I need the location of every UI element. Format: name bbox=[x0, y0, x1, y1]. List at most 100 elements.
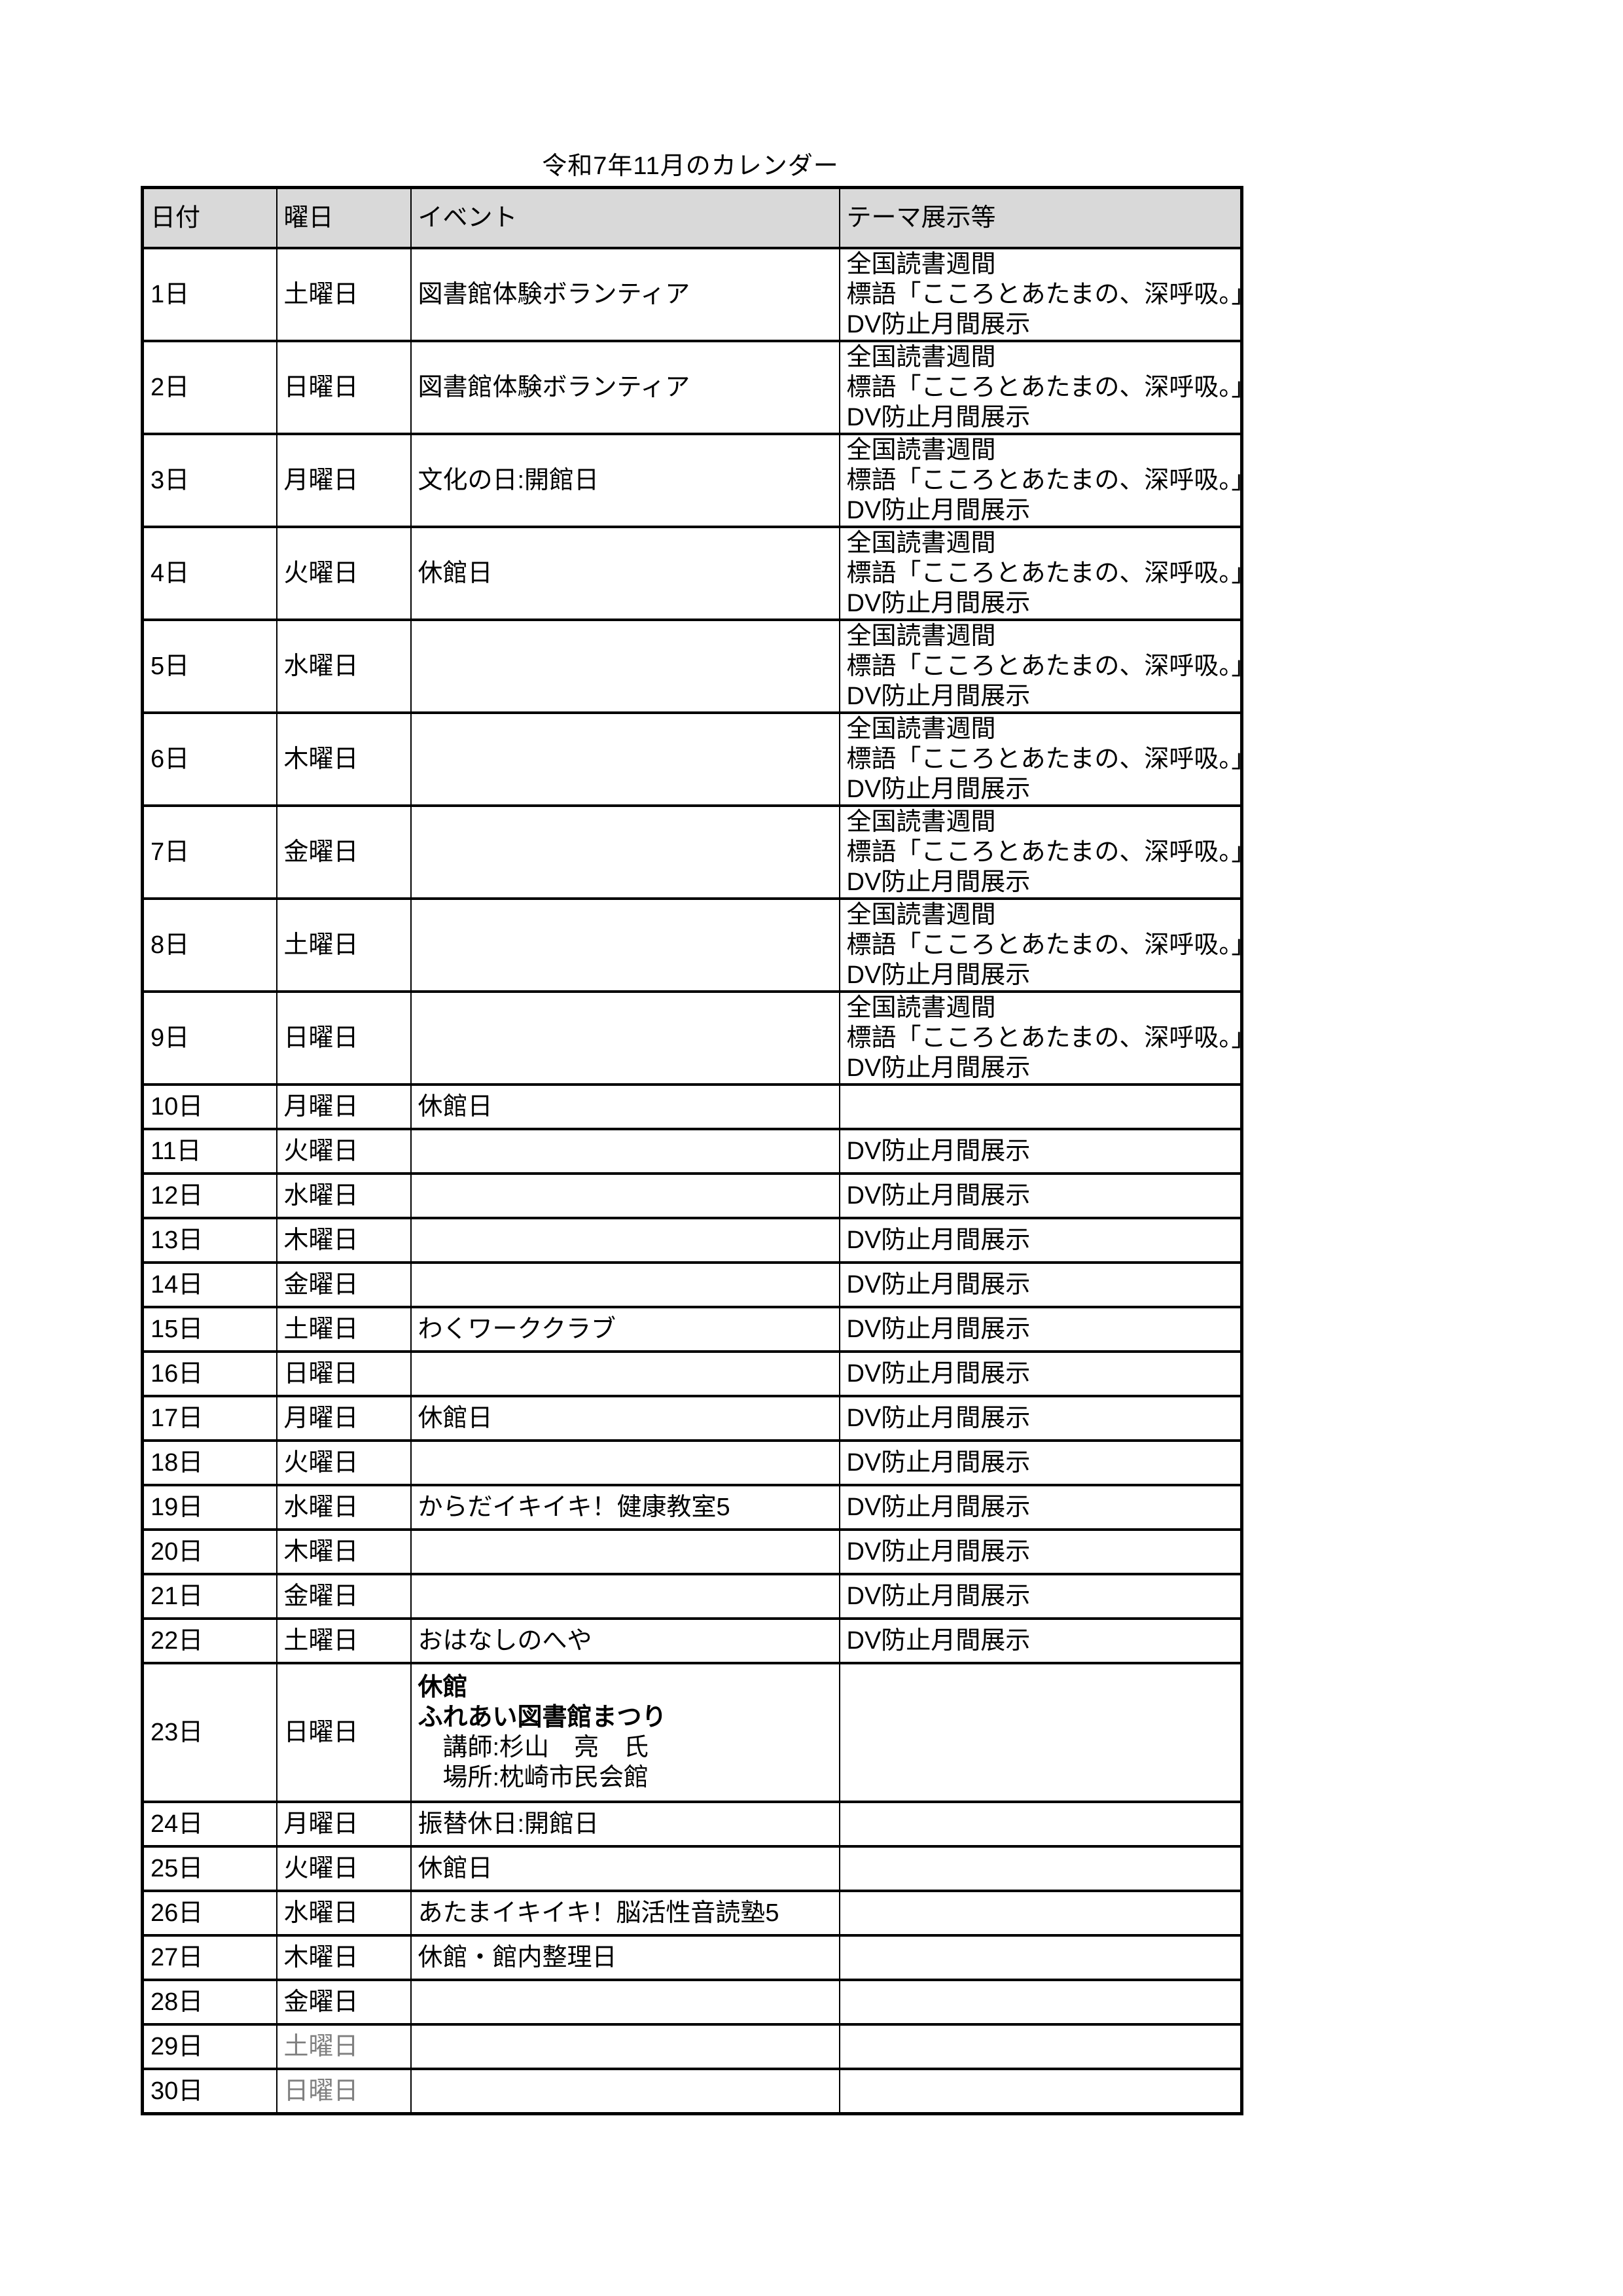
table-row: 2日 日曜日 図書館体験ボランティア 全国読書週間 標語「こころとあたまの、深呼吸。」 D… bbox=[141, 340, 1243, 435]
date-cell: 18日 bbox=[141, 1439, 277, 1486]
date-cell: 19日 bbox=[141, 1484, 277, 1531]
table-row: 9日 日曜日 全国読書週間 標語「こころとあたまの、深呼吸。」 DV防止月間展示 bbox=[141, 990, 1243, 1086]
date-cell: 17日 bbox=[141, 1395, 277, 1442]
event-line: おはなしのへや bbox=[418, 1627, 592, 1655]
date-cell: 22日 bbox=[141, 1617, 277, 1664]
table-row: 6日 木曜日 全国読書週間 標語「こころとあたまの、深呼吸。」 DV防止月間展示 bbox=[141, 711, 1243, 807]
theme-cell: 全国読書週間 標語「こころとあたまの、深呼吸。」 DV防止月間展示 bbox=[838, 619, 1243, 714]
day-cell: 水曜日 bbox=[276, 1172, 412, 1219]
date-cell: 13日 bbox=[141, 1217, 277, 1264]
day-cell: 水曜日 bbox=[276, 1890, 412, 1937]
date-cell: 23日 bbox=[141, 1662, 277, 1803]
event-line: わくワーククラブ bbox=[418, 1316, 616, 1343]
theme-cell: 全国読書週間 標語「こころとあたまの、深呼吸。」 DV防止月間展示 bbox=[838, 340, 1243, 435]
theme-line: DV防止月間展示 bbox=[846, 1538, 1031, 1566]
day-cell: 土曜日 bbox=[276, 247, 412, 342]
theme-cell: DV防止月間展示 bbox=[838, 1306, 1243, 1353]
theme-line: DV防止月間展示 bbox=[846, 1054, 1031, 1082]
theme-cell bbox=[838, 1934, 1243, 1981]
theme-line: 全国読書週間 bbox=[846, 901, 996, 929]
day-cell: 月曜日 bbox=[276, 1801, 412, 1848]
date-cell: 14日 bbox=[141, 1261, 277, 1308]
day-cell: 日曜日 bbox=[276, 990, 412, 1086]
date-cell: 1日 bbox=[141, 247, 277, 342]
date-cell: 3日 bbox=[141, 433, 277, 528]
table-row: 18日 火曜日 DV防止月間展示 bbox=[141, 1439, 1243, 1486]
theme-line: DV防止月間展示 bbox=[846, 683, 1031, 710]
event-cell: 図書館体験ボランティア bbox=[410, 340, 840, 435]
theme-cell: DV防止月間展示 bbox=[838, 1484, 1243, 1531]
event-cell bbox=[410, 804, 840, 900]
theme-cell: DV防止月間展示 bbox=[838, 1172, 1243, 1219]
day-cell: 土曜日 bbox=[276, 1306, 412, 1353]
date-cell: 12日 bbox=[141, 1172, 277, 1219]
table-row: 11日 火曜日 DV防止月間展示 bbox=[141, 1128, 1243, 1175]
header-cell-day: 曜日 bbox=[276, 186, 412, 249]
date-cell: 9日 bbox=[141, 990, 277, 1086]
table-row: 28日 金曜日 bbox=[141, 1979, 1243, 2026]
date-cell: 2日 bbox=[141, 340, 277, 435]
theme-line: 全国読書週間 bbox=[846, 344, 996, 371]
day-cell: 水曜日 bbox=[276, 619, 412, 714]
theme-cell: DV防止月間展示 bbox=[838, 1528, 1243, 1575]
theme-cell: DV防止月間展示 bbox=[838, 1261, 1243, 1308]
date-cell: 10日 bbox=[141, 1083, 277, 1130]
event-line: 休館日 bbox=[418, 1855, 493, 1882]
theme-line: 標語「こころとあたまの、深呼吸。」 bbox=[846, 281, 1242, 308]
theme-line: DV防止月間展示 bbox=[846, 404, 1031, 431]
theme-line: DV防止月間展示 bbox=[846, 776, 1031, 803]
event-cell: 休館日 bbox=[410, 1083, 840, 1130]
theme-cell bbox=[838, 1890, 1243, 1937]
date-cell: 6日 bbox=[141, 711, 277, 807]
day-cell: 月曜日 bbox=[276, 1395, 412, 1442]
theme-line: 全国読書週間 bbox=[846, 251, 996, 278]
header-cell-theme: テーマ展示等 bbox=[838, 186, 1243, 249]
theme-line: 標語「こころとあたまの、深呼吸。」 bbox=[846, 745, 1242, 773]
day-cell: 土曜日 bbox=[276, 2023, 412, 2070]
event-cell: おはなしのへや bbox=[410, 1617, 840, 1664]
event-line: 休館日 bbox=[418, 1093, 493, 1121]
event-line: 講師:杉山 亮 氏 bbox=[418, 1734, 649, 1761]
event-line: 図書館体験ボランティア bbox=[418, 281, 690, 308]
date-cell: 20日 bbox=[141, 1528, 277, 1575]
theme-cell: DV防止月間展示 bbox=[838, 1350, 1243, 1397]
table-row: 14日 金曜日 DV防止月間展示 bbox=[141, 1261, 1243, 1308]
event-cell bbox=[410, 1573, 840, 1620]
header-cell-date: 日付 bbox=[141, 186, 277, 249]
theme-line: DV防止月間展示 bbox=[846, 961, 1031, 989]
event-line: 図書館体験ボランティア bbox=[418, 374, 690, 401]
date-cell: 30日 bbox=[141, 2068, 277, 2115]
table-row: 13日 木曜日 DV防止月間展示 bbox=[141, 1217, 1243, 1264]
event-cell: わくワーククラブ bbox=[410, 1306, 840, 1353]
theme-line: DV防止月間展示 bbox=[846, 497, 1031, 524]
day-cell: 月曜日 bbox=[276, 1083, 412, 1130]
theme-cell: 全国読書週間 標語「こころとあたまの、深呼吸。」 DV防止月間展示 bbox=[838, 711, 1243, 807]
theme-line: 全国読書週間 bbox=[846, 529, 996, 557]
calendar-table-header: 日付 曜日 イベント テーマ展示等 bbox=[141, 186, 1243, 249]
theme-cell: 全国読書週間 標語「こころとあたまの、深呼吸。」 DV防止月間展示 bbox=[838, 990, 1243, 1086]
event-cell bbox=[410, 1261, 840, 1308]
table-row: 27日 木曜日 休館・館内整理日 bbox=[141, 1934, 1243, 1981]
day-cell: 火曜日 bbox=[276, 1128, 412, 1175]
date-cell: 24日 bbox=[141, 1801, 277, 1848]
table-row: 5日 水曜日 全国読書週間 標語「こころとあたまの、深呼吸。」 DV防止月間展示 bbox=[141, 619, 1243, 714]
event-cell: 図書館体験ボランティア bbox=[410, 247, 840, 342]
theme-line: DV防止月間展示 bbox=[846, 1627, 1031, 1655]
theme-cell: 全国読書週間 標語「こころとあたまの、深呼吸。」 DV防止月間展示 bbox=[838, 433, 1243, 528]
event-cell bbox=[410, 2068, 840, 2115]
theme-line: DV防止月間展示 bbox=[846, 1494, 1031, 1521]
table-row: 22日 土曜日 おはなしのへや DV防止月間展示 bbox=[141, 1617, 1243, 1664]
table-row: 1日 土曜日 図書館体験ボランティア 全国読書週間 標語「こころとあたまの、深呼吸。」 D… bbox=[141, 247, 1243, 342]
date-cell: 28日 bbox=[141, 1979, 277, 2026]
event-cell: からだイキイキ！健康教室5 bbox=[410, 1484, 840, 1531]
theme-cell: DV防止月間展示 bbox=[838, 1617, 1243, 1664]
event-cell: 文化の日:開館日 bbox=[410, 433, 840, 528]
theme-cell: 全国読書週間 標語「こころとあたまの、深呼吸。」 DV防止月間展示 bbox=[838, 526, 1243, 621]
theme-line: 全国読書週間 bbox=[846, 715, 996, 743]
theme-cell bbox=[838, 1662, 1243, 1803]
day-cell: 木曜日 bbox=[276, 711, 412, 807]
theme-line: DV防止月間展示 bbox=[846, 1360, 1031, 1388]
event-cell bbox=[410, 1217, 840, 1264]
event-cell: あたまイキイキ！脳活性音読塾5 bbox=[410, 1890, 840, 1937]
theme-cell: 全国読書週間 標語「こころとあたまの、深呼吸。」 DV防止月間展示 bbox=[838, 897, 1243, 993]
